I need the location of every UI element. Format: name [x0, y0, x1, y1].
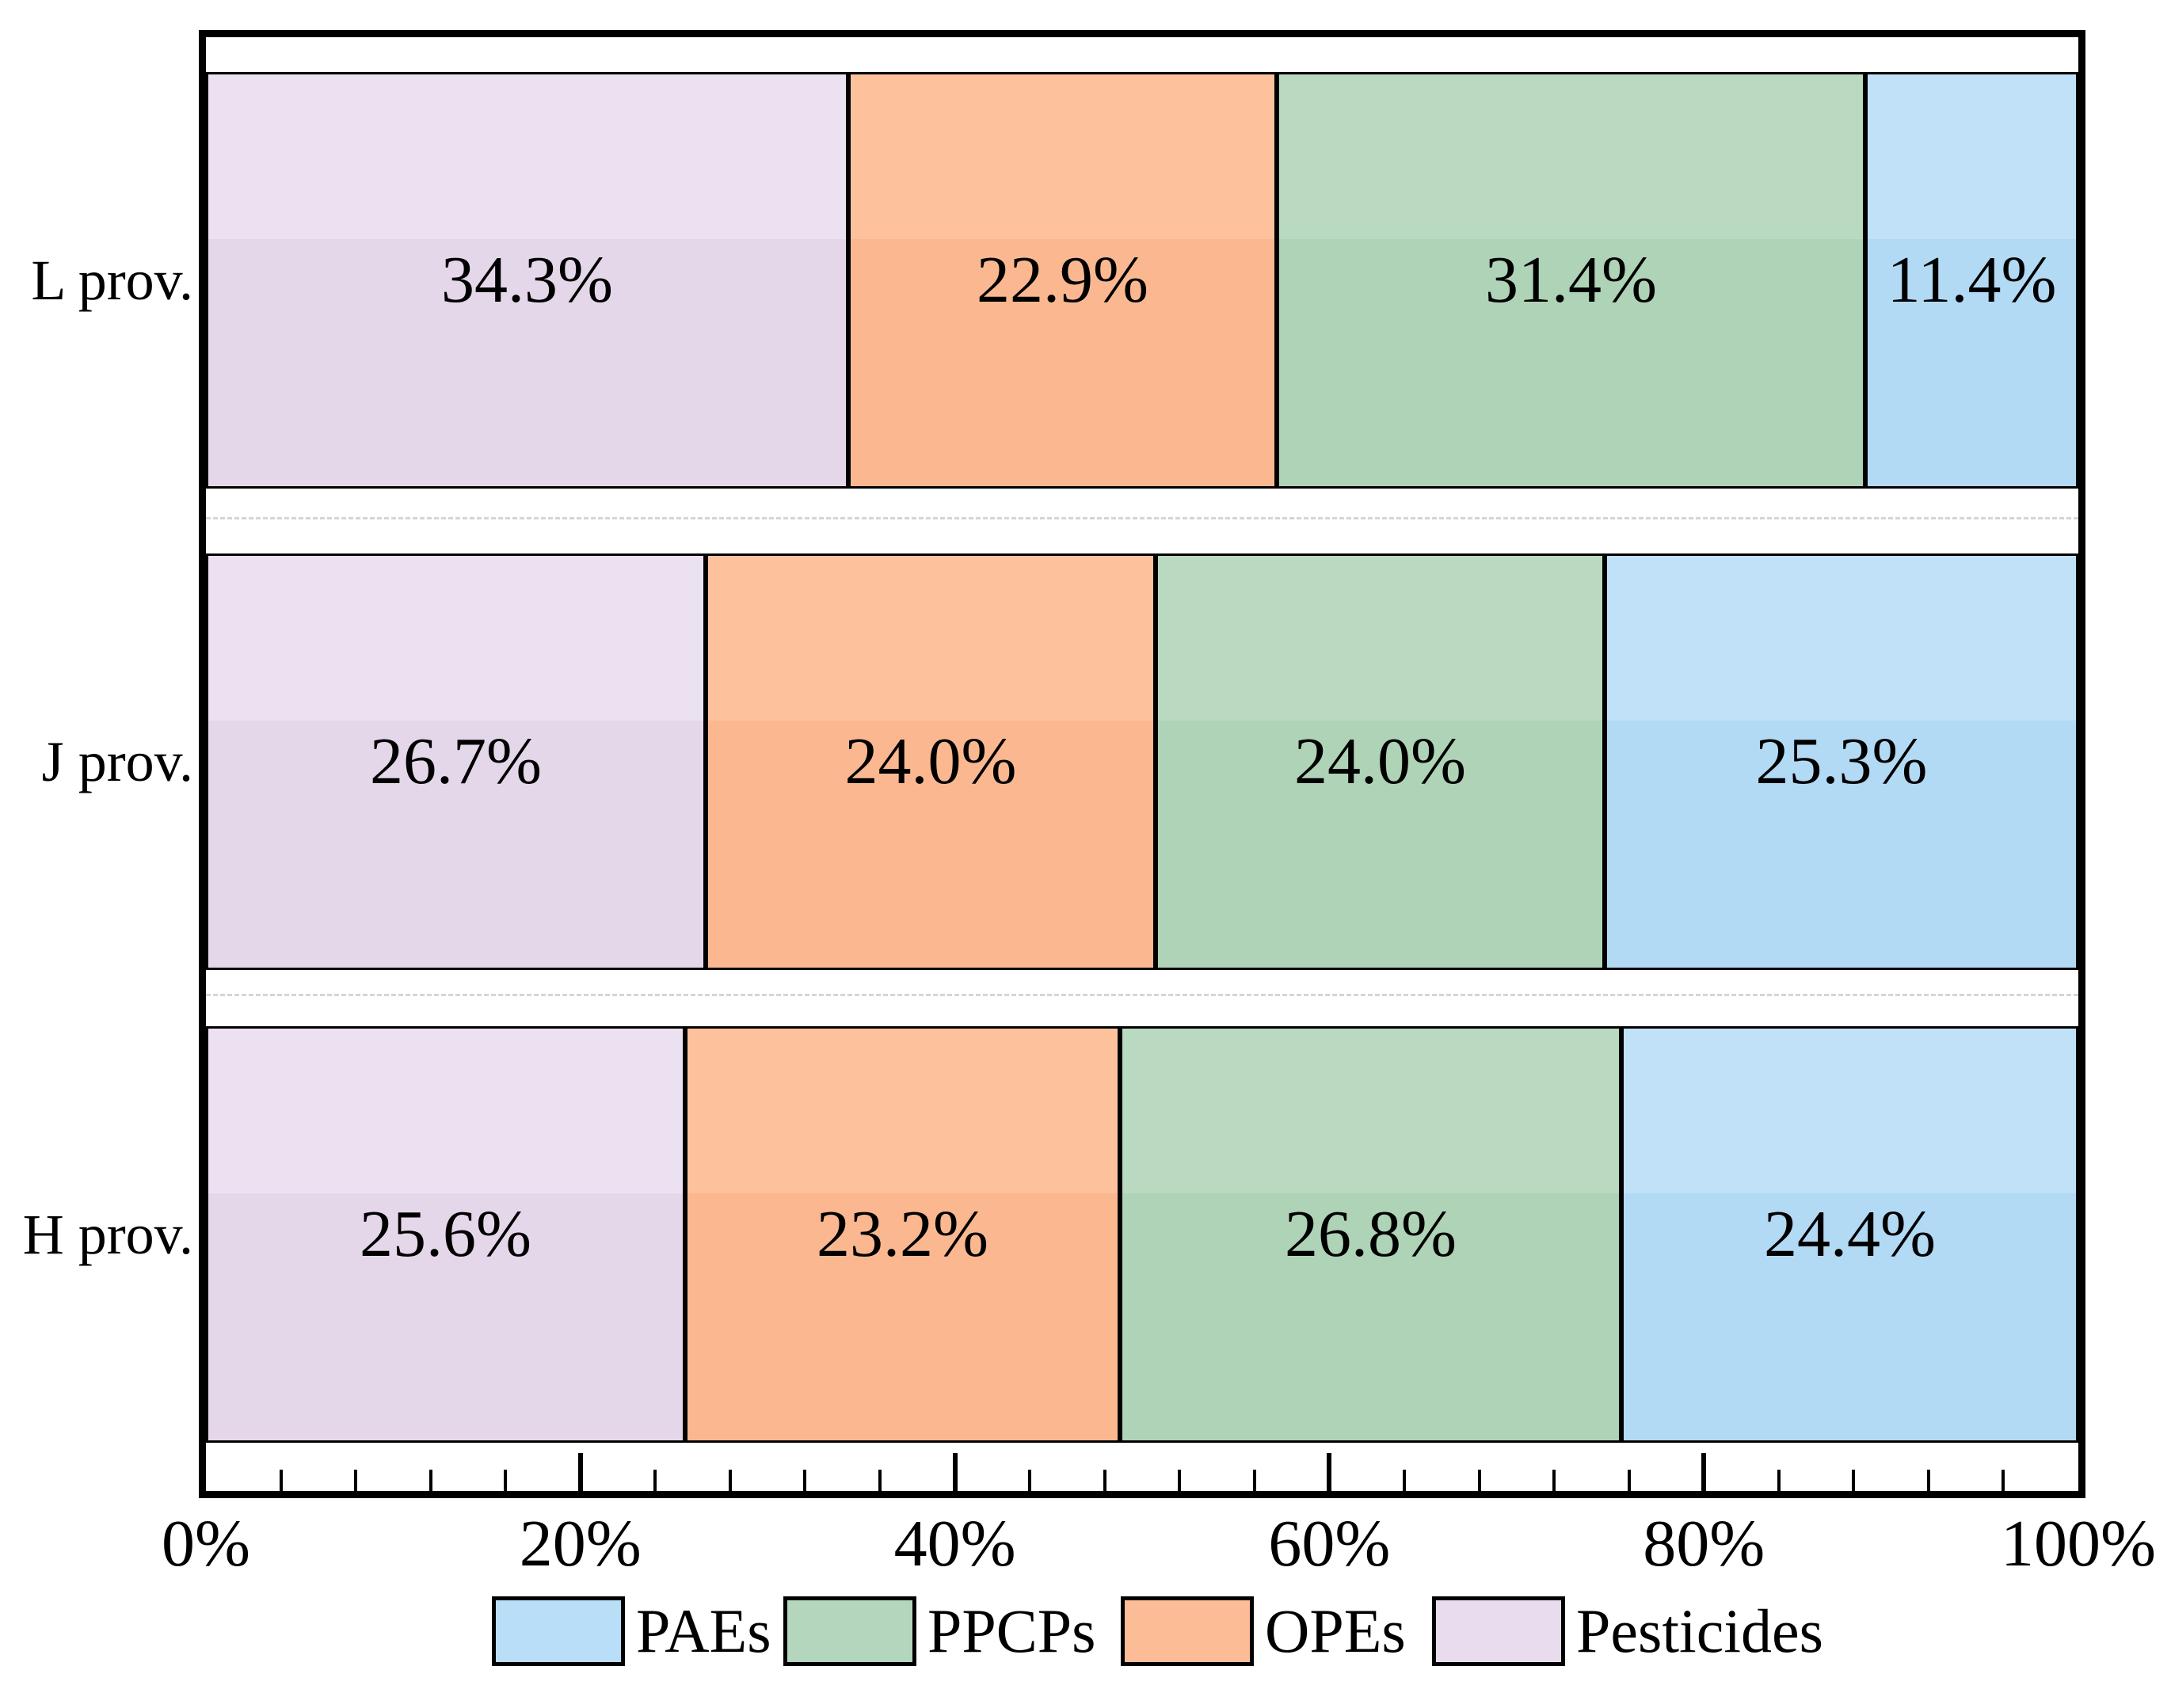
- minor-tick-32pct: [803, 1470, 807, 1491]
- row-separator-gridline: [206, 994, 2078, 996]
- x-tick-label-20pct: 20%: [519, 1507, 642, 1581]
- legend-item-pesticides: Pesticides: [1432, 1596, 1823, 1666]
- bar-value-label: 22.9%: [977, 243, 1148, 317]
- category-label-l: L prov.: [31, 249, 193, 312]
- legend-swatch-pesticides: [1432, 1596, 1565, 1666]
- x-tick-label-100pct: 100%: [2001, 1507, 2156, 1581]
- bar-segment-paes-j: 25.3%: [1605, 553, 2078, 970]
- x-tick-label-80pct: 80%: [1643, 1507, 1765, 1581]
- legend-item-opes: OPEs: [1121, 1596, 1406, 1666]
- minor-tick-76pct: [1627, 1470, 1631, 1491]
- bar-value-label: 34.3%: [441, 243, 613, 317]
- bar-segment-pesticides-j: 26.7%: [206, 553, 706, 970]
- bar-value-label: 24.4%: [1764, 1197, 1936, 1271]
- minor-tick-72pct: [1552, 1470, 1556, 1491]
- bar-segment-opes-l: 22.9%: [848, 72, 1277, 489]
- bar-segment-pesticides-h: 25.6%: [206, 1026, 685, 1443]
- bar-value-label: 25.6%: [360, 1197, 531, 1271]
- minor-tick-44pct: [1028, 1470, 1032, 1491]
- minor-tick-12pct: [428, 1470, 432, 1491]
- minor-tick-48pct: [1103, 1470, 1106, 1491]
- minor-tick-64pct: [1402, 1470, 1406, 1491]
- bar-value-label: 31.4%: [1485, 243, 1657, 317]
- plot-area: 34.3% 22.9% 31.4% 11.4% 26.7% 24.0% 24.0% 25.3%…: [199, 30, 2085, 1498]
- legend-label-ppcps: PPCPs: [927, 1596, 1096, 1665]
- major-tick-40pct: [952, 1453, 958, 1491]
- x-tick-label-40pct: 40%: [893, 1507, 1016, 1581]
- legend-swatch-opes: [1121, 1596, 1254, 1666]
- x-tick-label-60pct: 60%: [1268, 1507, 1391, 1581]
- minor-tick-84pct: [1777, 1470, 1781, 1491]
- bar-row-j: 26.7% 24.0% 24.0% 25.3%: [206, 553, 2078, 970]
- bar-segment-ppcps-h: 26.8%: [1120, 1026, 1621, 1443]
- row-separator-gridline: [206, 517, 2078, 519]
- bar-segment-ppcps-l: 31.4%: [1277, 72, 1865, 489]
- bar-value-label: 26.7%: [370, 725, 542, 798]
- legend-label-opes: OPEs: [1265, 1596, 1406, 1665]
- bar-value-label: 24.0%: [844, 725, 1017, 798]
- major-tick-60pct: [1327, 1453, 1332, 1491]
- minor-tick-52pct: [1178, 1470, 1182, 1491]
- minor-tick-4pct: [279, 1470, 283, 1491]
- x-tick-label-0pct: 0%: [162, 1507, 250, 1581]
- bar-value-label: 11.4%: [1887, 243, 2057, 317]
- minor-tick-68pct: [1477, 1470, 1481, 1491]
- minor-tick-56pct: [1252, 1470, 1256, 1491]
- category-label-j: J prov.: [41, 730, 193, 793]
- legend-swatch-ppcps: [783, 1596, 916, 1666]
- bar-segment-opes-j: 24.0%: [706, 553, 1156, 970]
- minor-tick-28pct: [728, 1470, 732, 1491]
- legend-swatch-paes: [492, 1596, 625, 1666]
- bar-segment-paes-l: 11.4%: [1865, 72, 2078, 489]
- legend-label-paes: PAEs: [636, 1596, 771, 1665]
- bar-value-label: 24.0%: [1294, 725, 1466, 798]
- minor-tick-24pct: [653, 1470, 657, 1491]
- bar-row-h: 25.6% 23.2% 26.8% 24.4%: [206, 1026, 2078, 1443]
- legend-item-paes: PAEs: [492, 1596, 771, 1666]
- minor-tick-8pct: [354, 1470, 358, 1491]
- category-label-h: H prov.: [22, 1203, 193, 1266]
- major-tick-20pct: [577, 1453, 583, 1491]
- bar-segment-pesticides-l: 34.3%: [206, 72, 848, 489]
- minor-tick-88pct: [1852, 1470, 1856, 1491]
- bar-value-label: 23.2%: [817, 1197, 988, 1271]
- bar-segment-opes-h: 23.2%: [685, 1026, 1120, 1443]
- minor-tick-92pct: [1926, 1470, 1930, 1491]
- bar-value-label: 26.8%: [1285, 1197, 1457, 1271]
- minor-tick-16pct: [504, 1470, 508, 1491]
- legend-label-pesticides: Pesticides: [1576, 1596, 1823, 1665]
- major-tick-80pct: [1701, 1453, 1707, 1491]
- bar-value-label: 25.3%: [1755, 725, 1928, 798]
- bar-row-l: 34.3% 22.9% 31.4% 11.4%: [206, 72, 2078, 489]
- minor-tick-36pct: [878, 1470, 882, 1491]
- bar-segment-ppcps-j: 24.0%: [1156, 553, 1605, 970]
- minor-tick-96pct: [2002, 1470, 2005, 1491]
- bar-segment-paes-h: 24.4%: [1621, 1026, 2078, 1443]
- legend-item-ppcps: PPCPs: [783, 1596, 1096, 1666]
